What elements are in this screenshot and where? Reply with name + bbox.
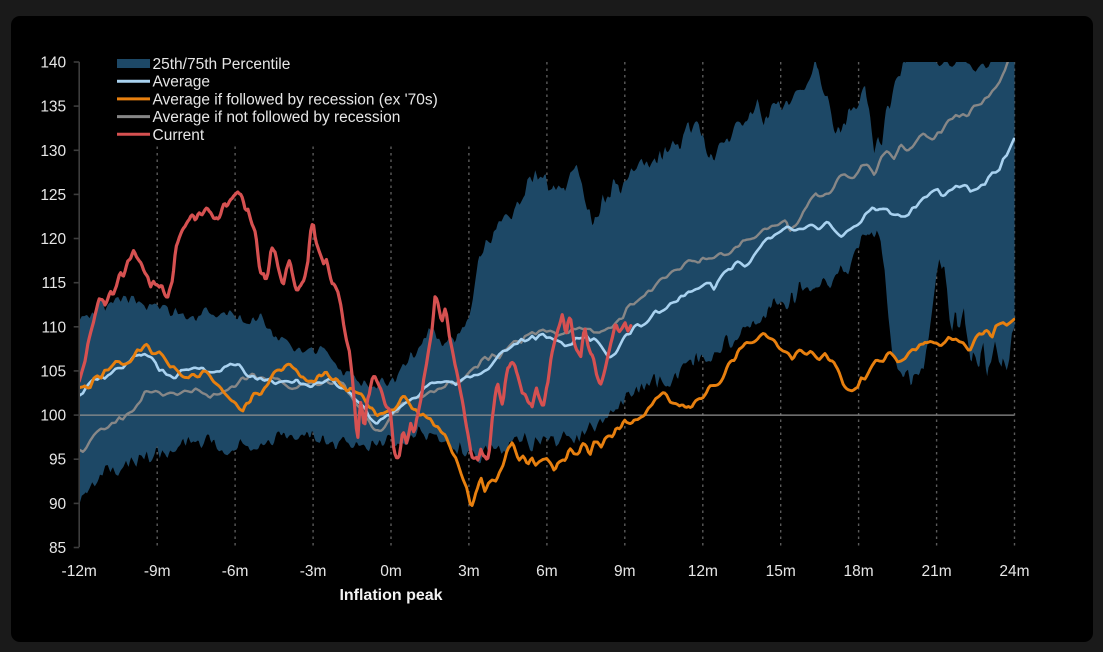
svg-text:21m: 21m [922,563,952,580]
svg-text:125: 125 [40,187,66,204]
svg-text:12m: 12m [688,563,718,580]
svg-text:135: 135 [40,99,66,116]
svg-text:Average if followed by recessi: Average if followed by recession (ex '70… [153,91,438,108]
svg-text:25th/75th Percentile: 25th/75th Percentile [153,56,291,73]
svg-text:110: 110 [41,319,66,336]
svg-text:90: 90 [49,496,67,513]
svg-text:Inflation peak: Inflation peak [339,587,442,604]
svg-text:95: 95 [49,452,66,469]
svg-text:105: 105 [40,363,66,380]
svg-text:18m: 18m [844,563,874,580]
svg-text:-12m: -12m [62,563,97,580]
svg-text:130: 130 [40,143,66,160]
svg-text:140: 140 [40,55,66,72]
svg-text:15m: 15m [766,563,796,580]
svg-text:-9m: -9m [144,563,171,580]
svg-text:3m: 3m [458,563,480,580]
svg-text:Current: Current [153,127,205,144]
svg-text:120: 120 [40,231,66,248]
svg-text:115: 115 [41,275,66,292]
svg-text:85: 85 [49,540,66,557]
svg-text:Average: Average [153,74,210,91]
svg-text:24m: 24m [999,563,1029,580]
svg-text:100: 100 [40,408,66,425]
svg-text:6m: 6m [536,563,558,580]
svg-text:0m: 0m [380,563,402,580]
svg-text:9m: 9m [614,563,636,580]
svg-text:-6m: -6m [222,563,249,580]
svg-text:Average if not followed by rec: Average if not followed by recession [153,109,401,126]
svg-text:-3m: -3m [300,563,327,580]
